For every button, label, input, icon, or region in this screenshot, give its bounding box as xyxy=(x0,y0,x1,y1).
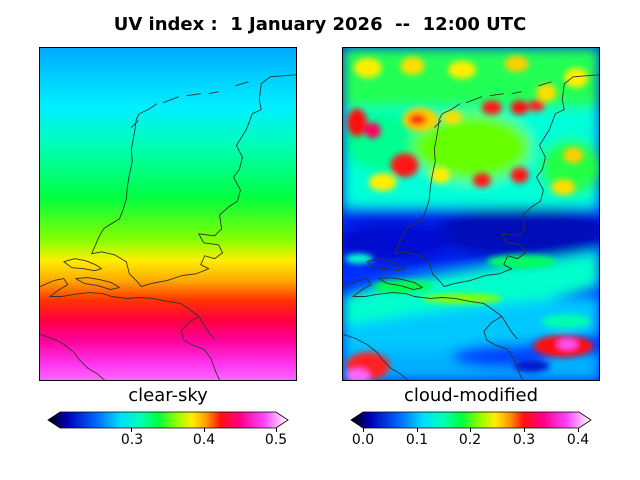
clear-sky-label: clear-sky xyxy=(128,385,208,406)
cloud-modified-tick-label: 0.1 xyxy=(405,432,429,448)
cloud-modified-tick-label: 0.0 xyxy=(351,432,375,448)
cloud-modified-tick-label: 0.2 xyxy=(458,432,482,448)
clear-sky-tick-label: 0.5 xyxy=(264,432,288,448)
coastline-clear-sky xyxy=(40,74,296,380)
clear-sky-tick-label: 0.3 xyxy=(120,432,144,448)
coastline-cloud-modified xyxy=(343,74,599,380)
cloud-modified-colorbar xyxy=(350,411,592,429)
clear-sky-field xyxy=(40,48,296,380)
cloud-modified-tick-label: 0.3 xyxy=(512,432,536,448)
clear-sky-colorbar xyxy=(47,411,289,429)
cloud-modified-label: cloud-modified xyxy=(403,385,539,406)
cloud-modified-tick-label: 0.4 xyxy=(566,432,590,448)
clear-sky-map xyxy=(39,47,297,381)
cloud-modified-map xyxy=(342,47,600,381)
cloud-modified-field xyxy=(343,48,599,380)
map-title: UV index : 1 January 2026 -- 12:00 UTC xyxy=(113,14,527,35)
clear-sky-tick-label: 0.4 xyxy=(192,432,216,448)
